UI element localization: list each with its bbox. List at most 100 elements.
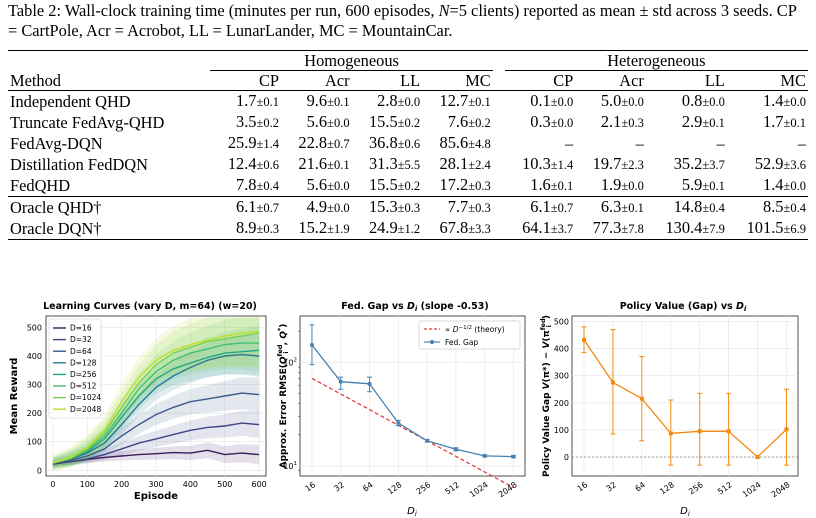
fig1-xtick: 400 — [183, 480, 198, 489]
fig1-ytick: 0 — [37, 466, 42, 475]
row-method: Independent QHD — [8, 90, 211, 112]
table-cell: 15.5±0.2 — [368, 112, 421, 131]
row-method: Distillation FedDQN — [10, 155, 148, 174]
table-cell: 67.8±3.3 — [422, 218, 493, 240]
fig1-legend-box — [48, 318, 102, 419]
group-header-row: Homogeneous Heterogeneous — [8, 50, 808, 71]
table-row: Truncate FedAvg-QHD 3.5±0.2 5.6±0.0 15.5±0.… — [8, 112, 808, 133]
table-cell: 77.3±7.8 — [575, 218, 646, 240]
fed-gap-chart: Fed. Gap vs Di (slope -0.53) 16 32 64 128 25… — [276, 301, 526, 518]
fig3-point — [639, 396, 644, 401]
fig3-line — [583, 339, 787, 458]
col-header-3: LL — [400, 71, 421, 90]
table-cell: 0.8±0.0 — [645, 90, 727, 112]
fig1-series-line — [52, 422, 260, 465]
table-cell: 14.8±0.4 — [645, 196, 727, 218]
table-cell: 5.0±0.0 — [575, 90, 646, 112]
fig1-series-line — [52, 349, 260, 464]
fig2-ylabel: Approx. Error RMSE(Qfedi, Q*) — [276, 324, 290, 469]
fig1-legend-label: D=32 — [70, 335, 92, 344]
fig1-xtick: 600 — [251, 480, 266, 489]
policy-value-chart: Policy Value (Gap) vs Di 16 32 64 128 256 512… — [539, 301, 799, 518]
fig2-xtick: 128 — [386, 480, 404, 496]
table-caption: Table 2: Wall-clock training time (minut… — [8, 1, 808, 41]
fig1-xlabel: Episode — [134, 491, 178, 502]
fig1-legend-label: D=256 — [70, 370, 97, 379]
table-cell: – — [797, 134, 806, 153]
fig2-xtick: 32 — [332, 480, 346, 493]
table-cell: 7.6±0.2 — [447, 112, 491, 131]
fig1-legend-label: D=16 — [70, 324, 92, 333]
fig1-series-line — [52, 332, 260, 464]
table-cell: 3.5±0.2 — [236, 112, 280, 131]
col-header-1: CP — [258, 71, 280, 90]
table-cell: 31.3±5.5 — [368, 154, 421, 173]
fig3-point — [784, 427, 789, 432]
table-cell: 130.4±7.9 — [645, 218, 727, 240]
col-header-8: MC — [780, 71, 806, 90]
table-row: FedQHD 7.8±0.4 5.6±0.0 15.5±0.2 17.2±0.3 1.6±… — [8, 175, 808, 197]
row-method: FedAvg-DQN — [10, 134, 103, 153]
table-cell: 85.6±4.8 — [439, 133, 491, 152]
table-cell: 9.6±0.1 — [281, 90, 352, 112]
fig1-series-line — [52, 342, 260, 464]
fig1-series-line — [52, 392, 260, 464]
fig1-ytick: 400 — [27, 352, 42, 361]
legend-gap-marker — [430, 340, 434, 344]
table-cell: 21.6±0.1 — [298, 154, 350, 173]
fig3-point — [582, 337, 587, 342]
row-method: FedQHD — [10, 176, 71, 195]
fig2-title: Fed. Gap vs Di (slope -0.53) — [341, 301, 488, 313]
table-cell: 7.8±0.4 — [236, 175, 280, 194]
fig1-legend-label: D=2048 — [70, 405, 101, 414]
fig2-point — [511, 454, 516, 459]
fig1-ytick: 100 — [27, 438, 42, 447]
fig3-plot-area — [571, 315, 799, 477]
fig1-series-line — [52, 331, 260, 464]
fig1-xtick: 500 — [217, 480, 232, 489]
fig1-xtick: 300 — [148, 480, 163, 489]
table-cell: 1.7±0.1 — [763, 112, 806, 131]
fig2-xtick: 2048 — [497, 480, 519, 499]
caption-text: Table 2: Wall-clock training time (minut… — [8, 1, 797, 40]
table-cell: 8.5±0.4 — [726, 196, 808, 218]
fig3-point — [668, 431, 673, 436]
table-cell: 2.1±0.3 — [600, 112, 644, 131]
table-row: Distillation FedDQN 12.4±0.6 21.6±0.1 31.3±… — [8, 154, 808, 175]
fig1-legend-label: D=128 — [70, 358, 97, 367]
col-header-4: MC — [465, 71, 491, 90]
table-cell: 22.8±0.7 — [298, 133, 350, 152]
col-header-2: Acr — [325, 71, 350, 90]
fig1-band — [52, 335, 260, 468]
fig3-xtick: 128 — [658, 480, 676, 496]
fig1-xtick: 200 — [114, 480, 129, 489]
fig3-xtick: 32 — [605, 480, 619, 493]
fig1-legend-label: D=64 — [70, 347, 92, 356]
fig2-xtick: 64 — [361, 480, 375, 493]
fig2-xtick: 512 — [443, 480, 461, 496]
fig3-point — [726, 429, 731, 434]
fig1-series-line — [52, 353, 260, 464]
table-cell: 5.9±0.1 — [681, 175, 725, 194]
table-cell: 2.8±0.0 — [351, 90, 423, 112]
fig3-xtick: 2048 — [770, 480, 792, 499]
table-cell: 8.9±0.3 — [210, 218, 282, 240]
fig3-xtick: 256 — [687, 480, 705, 496]
table-row: Independent QHD 1.7±0.1 9.6±0.1 2.8±0.0 12.7… — [8, 90, 808, 112]
table-row: Oracle DQN† 8.9±0.3 15.2±1.9 24.9±1.2 67.8±3… — [8, 218, 808, 240]
fig2-point — [367, 381, 372, 386]
table-cell: – — [716, 134, 725, 153]
group-homogeneous: Homogeneous — [210, 50, 493, 71]
table-cell: 24.9±1.2 — [351, 218, 423, 240]
fig3-ytick: 300 — [554, 372, 569, 381]
col-header-5: CP — [553, 71, 574, 90]
table-cell: 1.4±0.0 — [726, 90, 808, 112]
fig2-legend: ∝ D−1/2 (theory) Fed. Gap — [418, 320, 521, 350]
table-cell: 5.6±0.0 — [306, 175, 350, 194]
fig1-ytick: 200 — [27, 409, 42, 418]
table-cell: 35.2±3.7 — [673, 154, 725, 173]
fig2-point — [453, 447, 458, 452]
fig1-ytick: 300 — [27, 381, 42, 390]
table-cell: 2.9±0.1 — [681, 112, 725, 131]
col-header-0: Method — [10, 70, 61, 90]
